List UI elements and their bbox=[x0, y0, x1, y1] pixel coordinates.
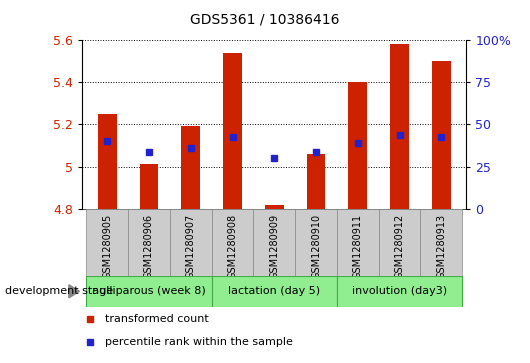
Bar bbox=[139, 164, 158, 209]
Text: GSM1280907: GSM1280907 bbox=[186, 214, 196, 280]
Bar bbox=[420, 209, 462, 276]
Bar bbox=[170, 209, 211, 276]
Text: nulliparous (week 8): nulliparous (week 8) bbox=[92, 286, 206, 296]
Text: GDS5361 / 10386416: GDS5361 / 10386416 bbox=[190, 13, 340, 27]
Text: GSM1280910: GSM1280910 bbox=[311, 214, 321, 279]
Text: GSM1280909: GSM1280909 bbox=[269, 214, 279, 279]
Bar bbox=[211, 209, 253, 276]
Text: GSM1280908: GSM1280908 bbox=[227, 214, 237, 279]
Text: transformed count: transformed count bbox=[105, 314, 209, 323]
Bar bbox=[86, 276, 211, 307]
Bar bbox=[265, 204, 284, 209]
Text: GSM1280906: GSM1280906 bbox=[144, 214, 154, 279]
Bar bbox=[337, 209, 379, 276]
Text: lactation (day 5): lactation (day 5) bbox=[228, 286, 320, 296]
Text: GSM1280911: GSM1280911 bbox=[353, 214, 363, 279]
Bar bbox=[253, 209, 295, 276]
Bar bbox=[390, 44, 409, 209]
Bar bbox=[432, 61, 450, 209]
Text: GSM1280905: GSM1280905 bbox=[102, 214, 112, 280]
Bar bbox=[181, 126, 200, 209]
Bar bbox=[86, 209, 128, 276]
Text: percentile rank within the sample: percentile rank within the sample bbox=[105, 337, 293, 347]
Bar bbox=[337, 276, 462, 307]
Text: development stage: development stage bbox=[5, 286, 113, 296]
Text: GSM1280912: GSM1280912 bbox=[394, 214, 404, 280]
Bar bbox=[223, 53, 242, 209]
Bar bbox=[295, 209, 337, 276]
Text: GSM1280913: GSM1280913 bbox=[436, 214, 446, 279]
Bar bbox=[128, 209, 170, 276]
Bar bbox=[98, 114, 117, 209]
Text: involution (day3): involution (day3) bbox=[352, 286, 447, 296]
Bar bbox=[307, 154, 325, 209]
Bar bbox=[348, 82, 367, 209]
Bar bbox=[379, 209, 420, 276]
Bar bbox=[211, 276, 337, 307]
